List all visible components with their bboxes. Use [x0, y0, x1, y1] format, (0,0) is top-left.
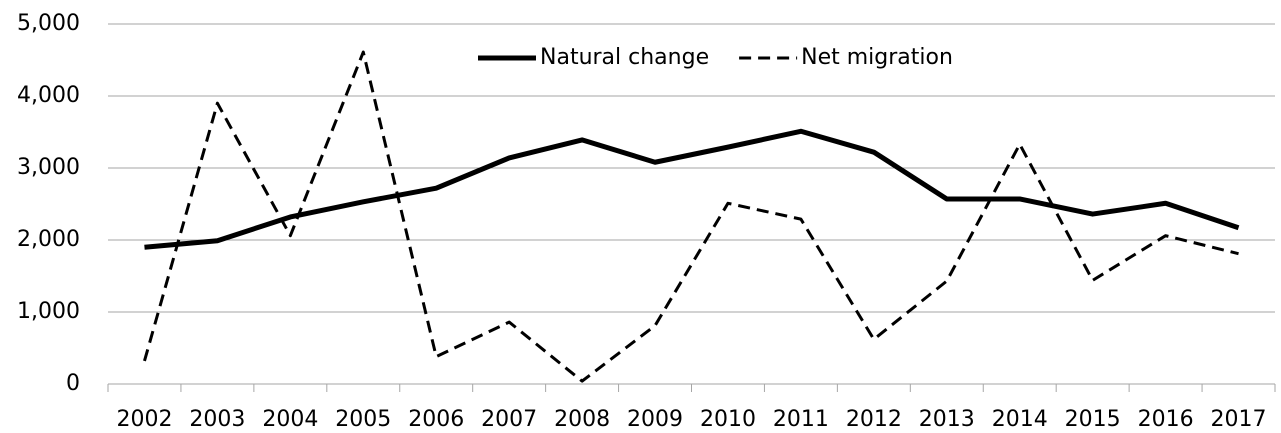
x-tick-label: 2012 [846, 407, 902, 432]
x-tick-label: 2009 [627, 407, 683, 432]
series-line [143, 50, 1239, 383]
y-tick-label: 0 [66, 371, 80, 396]
legend-label: Net migration [801, 45, 953, 70]
x-tick-label: 2017 [1211, 407, 1267, 432]
series-line [144, 128, 1240, 250]
x-tick-label: 2008 [554, 407, 610, 432]
x-tick-label: 2002 [116, 407, 172, 432]
x-tick-label: 2015 [1065, 407, 1121, 432]
x-tick-label: 2011 [773, 407, 829, 432]
x-tick-label: 2014 [992, 407, 1048, 432]
y-tick-label: 3,000 [17, 155, 80, 180]
x-tick-label: 2006 [408, 407, 464, 432]
legend-label: Natural change [540, 45, 709, 70]
x-tick-label: 2005 [335, 407, 391, 432]
y-tick-label: 4,000 [17, 83, 80, 108]
x-tick-label: 2003 [189, 407, 245, 432]
x-tick-label: 2007 [481, 407, 537, 432]
x-tick-label: 2013 [919, 407, 975, 432]
y-tick-label: 2,000 [17, 227, 80, 252]
x-tick-label: 2010 [700, 407, 756, 432]
y-tick-label: 5,000 [17, 11, 80, 36]
x-tick-label: 2004 [262, 407, 318, 432]
x-tick-label: 2016 [1138, 407, 1194, 432]
y-tick-label: 1,000 [17, 299, 80, 324]
